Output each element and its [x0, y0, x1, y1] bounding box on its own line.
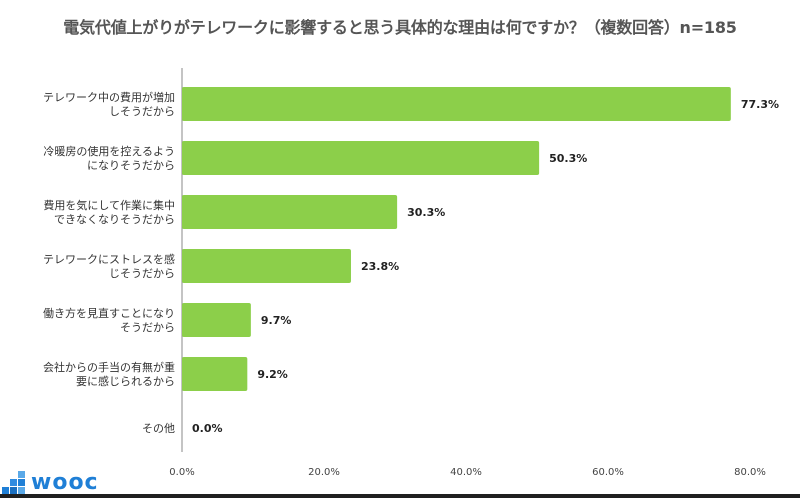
value-label-2: 50.3% — [549, 152, 587, 165]
category-label-6: 会社からの手当の有無が重要に感じられるから — [43, 360, 175, 388]
blue-squares-icon — [2, 471, 25, 494]
value-label-6: 9.2% — [257, 368, 288, 381]
bar-4 — [182, 249, 351, 283]
bar-1 — [182, 87, 731, 121]
category-label-3-line-1: 費用を気にして作業に集中 — [43, 198, 175, 212]
value-label-1: 77.3% — [741, 98, 779, 111]
bar-5 — [182, 303, 251, 337]
value-label-7: 0.0% — [192, 422, 223, 435]
category-label-4-line-2: じそうだから — [109, 267, 175, 280]
x-tick-label-4: 60.0% — [592, 467, 624, 478]
category-label-3: 費用を気にして作業に集中できなくなりそうだから — [43, 198, 175, 226]
bar-2 — [182, 141, 540, 175]
bar-3 — [182, 195, 398, 229]
value-label-3: 30.3% — [407, 206, 445, 219]
bar-6 — [182, 357, 248, 391]
category-label-7: その他 — [142, 422, 175, 435]
x-tick-label-5: 80.0% — [734, 467, 766, 478]
x-tick-label-2: 20.0% — [308, 467, 340, 478]
wooc-logo: wooc — [2, 470, 99, 496]
category-label-2-line-1: 冷暖房の使用を控えるよう — [43, 144, 175, 158]
category-label-5-line-1: 働き方を見直すことになり — [43, 306, 175, 320]
category-label-2: 冷暖房の使用を控えるようになりそうだから — [43, 144, 175, 172]
category-label-3-line-2: できなくなりそうだから — [54, 213, 175, 226]
category-label-5-line-2: そうだから — [120, 321, 175, 334]
category-label-4: テレワークにストレスを感じそうだから — [43, 253, 175, 280]
category-label-1-line-1: テレワーク中の費用が増加 — [43, 90, 175, 104]
chart-title: 電気代値上がりがテレワークに影響すると思う具体的な理由は何ですか？（複数回答）n… — [63, 18, 737, 37]
category-label-1-line-2: しそうだから — [109, 105, 175, 118]
category-label-4-line-1: テレワークにストレスを感 — [43, 253, 175, 266]
category-label-1: テレワーク中の費用が増加しそうだから — [43, 90, 175, 118]
logo-text: wooc — [31, 470, 99, 495]
category-label-6-line-2: 要に感じられるから — [76, 375, 175, 388]
category-label-2-line-2: になりそうだから — [87, 159, 175, 172]
category-label-7-line-1: その他 — [142, 422, 175, 435]
category-label-6-line-1: 会社からの手当の有無が重 — [43, 360, 175, 374]
category-label-5: 働き方を見直すことになりそうだから — [43, 306, 175, 334]
value-label-4: 23.8% — [361, 260, 399, 273]
value-label-5: 9.7% — [261, 314, 292, 327]
x-tick-label-1: 0.0% — [169, 467, 194, 478]
x-tick-label-3: 40.0% — [450, 467, 482, 478]
bottom-bar — [0, 494, 800, 498]
